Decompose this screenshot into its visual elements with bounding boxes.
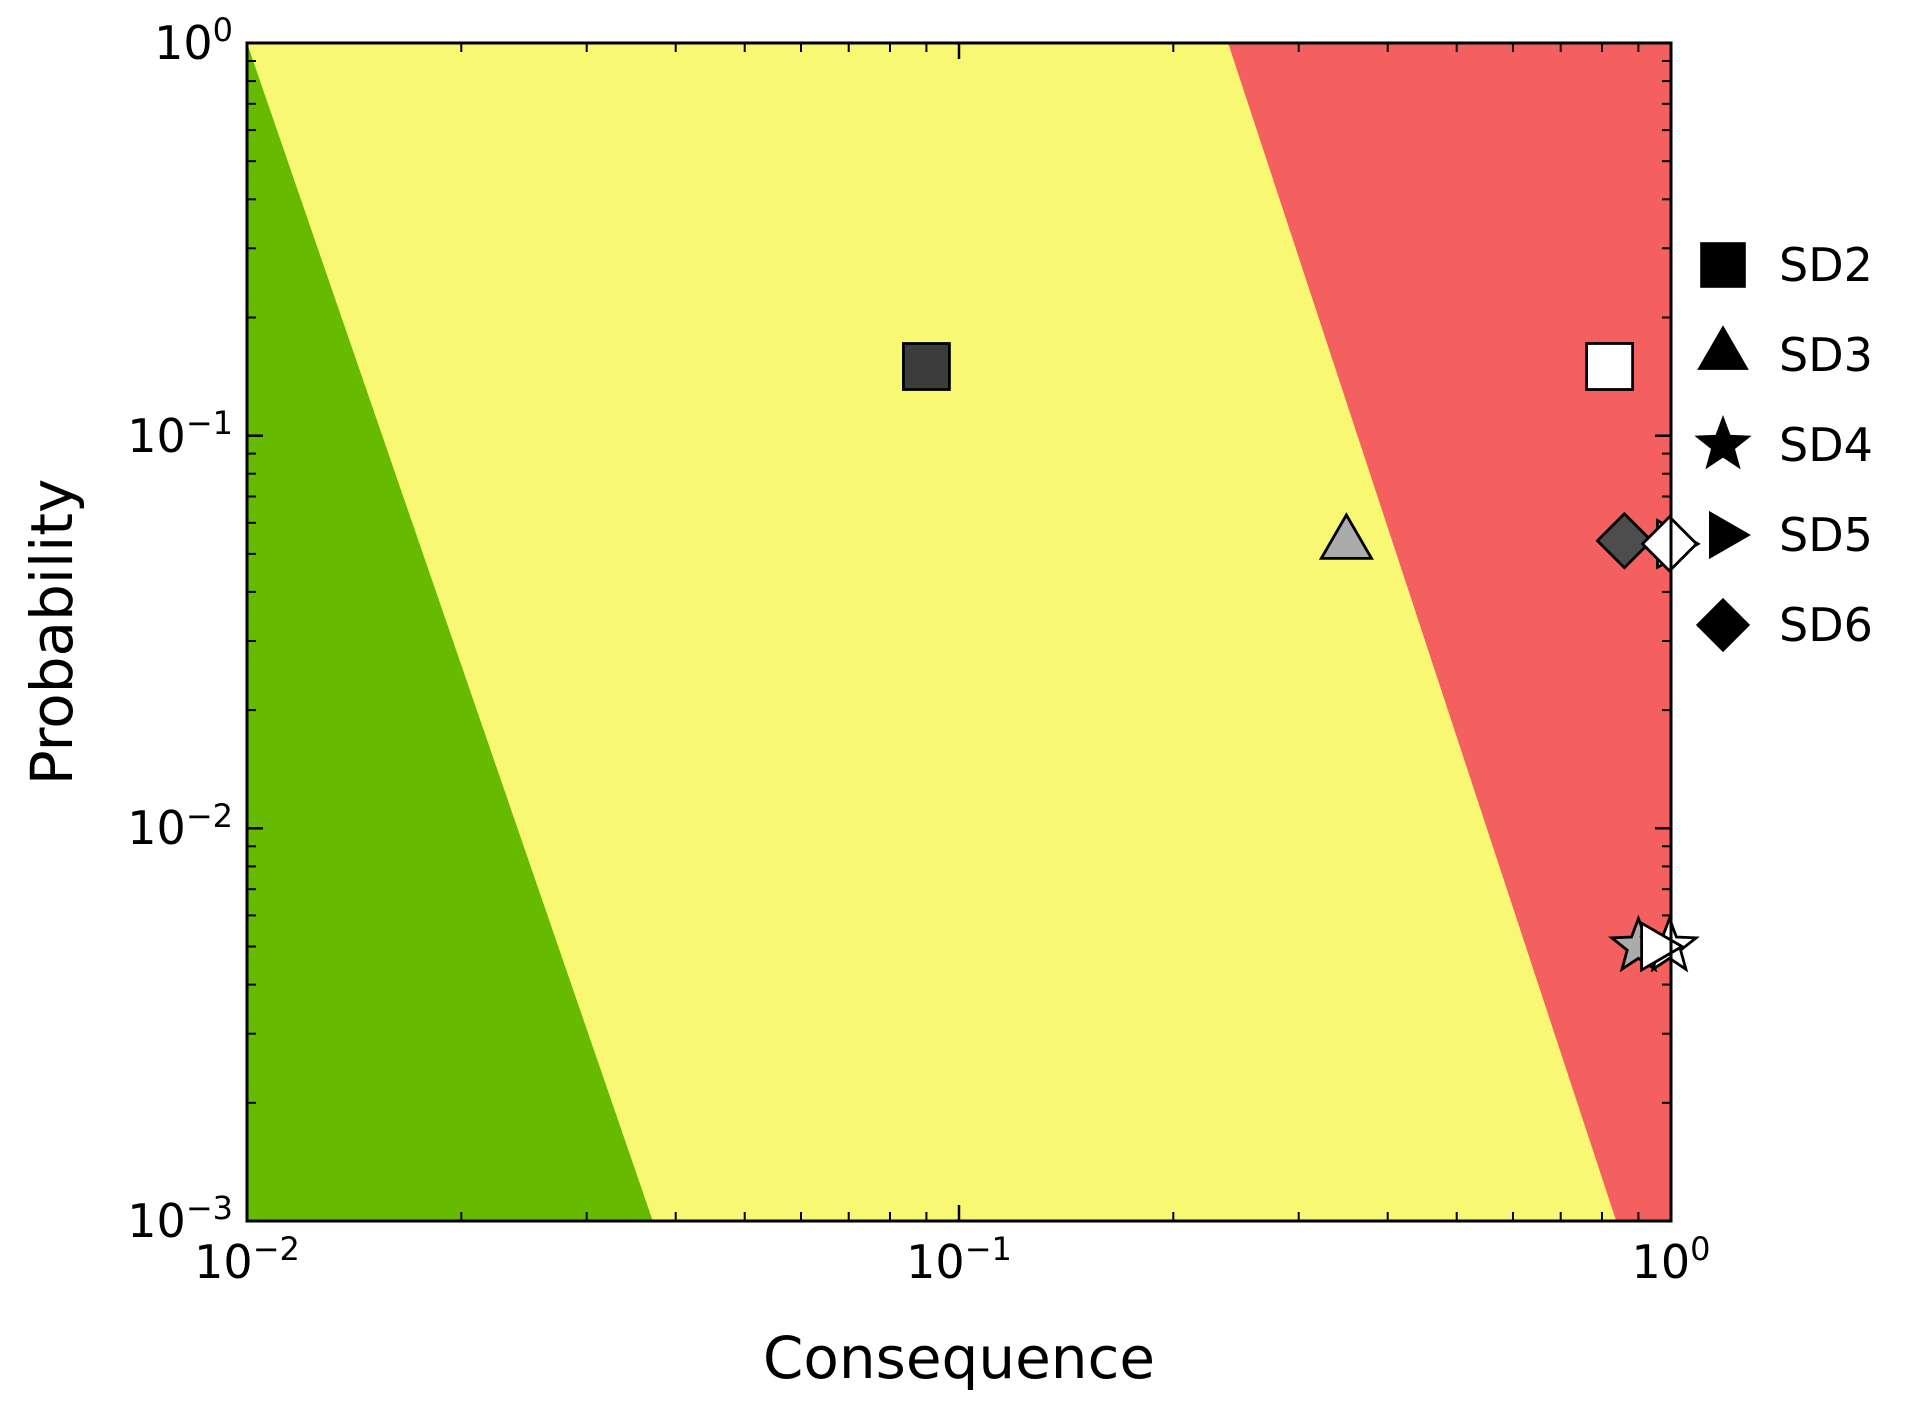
legend-label: SD3 <box>1779 328 1873 382</box>
legend-item-SD3: SD3 <box>1693 325 1873 385</box>
legend-marker-triangle-up-icon <box>1697 325 1749 370</box>
x-tick-label: 100 <box>1631 1230 1711 1289</box>
x-axis-label: Consequence <box>762 1324 1156 1392</box>
data-point-SD6-diamond <box>1595 511 1654 570</box>
legend-marker-triangle-right-icon <box>1708 510 1751 560</box>
legend-marker-square-icon <box>1700 242 1746 288</box>
legend-item-SD4: SD4 <box>1693 415 1873 475</box>
y-tick-label: 100 <box>154 11 233 70</box>
data-point-SD3-triangle-up <box>1318 512 1374 560</box>
y-tick-label: 10−1 <box>127 404 233 463</box>
data-point-SD4-star <box>1694 415 1752 470</box>
legend-label: SD4 <box>1779 418 1873 472</box>
data-point-SD2-square <box>902 342 951 391</box>
region-low-risk-green <box>247 43 653 1221</box>
legend-item-SD6: SD6 <box>1693 595 1873 655</box>
data-point-SD5-triangle-right <box>1640 920 1685 973</box>
legend-item-SD5: SD5 <box>1693 505 1873 565</box>
region-medium-risk-yellow <box>247 43 1671 1221</box>
y-tick-label: 10−2 <box>127 796 233 856</box>
legend-item-SD2: SD2 <box>1693 235 1873 295</box>
y-axis-label: Probability <box>18 478 86 786</box>
x-tick-label: 10−1 <box>906 1230 1012 1289</box>
y-tick-label: 10−3 <box>127 1189 233 1248</box>
legend-marker-diamond-icon <box>1695 597 1751 653</box>
legend-marker-star-icon <box>1694 415 1752 470</box>
region-high-risk-red <box>1228 43 1671 1221</box>
data-point-SD2-square <box>1700 242 1746 288</box>
legend-label: SD6 <box>1779 598 1873 652</box>
axes-spines <box>245 41 1673 1223</box>
data-point-SD5-triangle-right <box>1708 510 1751 560</box>
data-point-SD6-diamond <box>1695 597 1751 653</box>
data-point-SD3-triangle-up <box>1697 325 1749 370</box>
legend-label: SD2 <box>1779 238 1873 292</box>
legend: SD2 SD3 SD4 SD5 SD6 <box>1693 235 1873 655</box>
data-point-SD2-square <box>1585 342 1634 391</box>
x-tick-label: 10−2 <box>194 1230 300 1289</box>
legend-label: SD5 <box>1779 508 1873 562</box>
